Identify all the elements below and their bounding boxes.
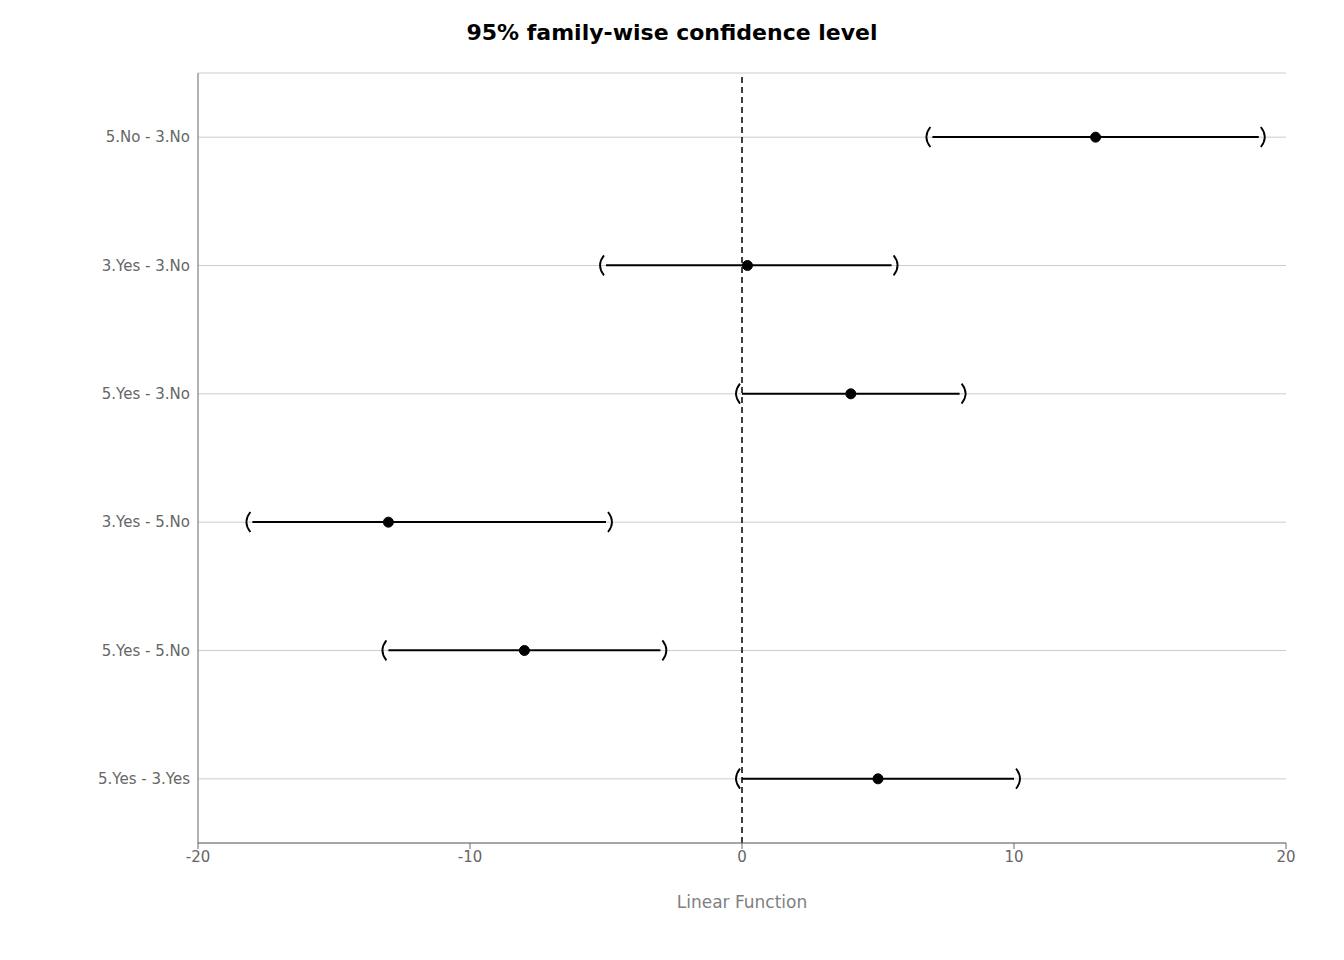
svg-text:5.Yes - 5.No: 5.Yes - 5.No xyxy=(102,642,190,660)
svg-text:20: 20 xyxy=(1276,848,1295,866)
html-text:95% family-wise confidence lev: 95% family-wise confidence level xyxy=(466,20,878,45)
svg-text:10: 10 xyxy=(1004,848,1023,866)
svg-text:3.Yes - 3.No: 3.Yes - 3.No xyxy=(102,257,190,275)
svg-text:5.Yes - 3.No: 5.Yes - 3.No xyxy=(102,385,190,403)
svg-text:0: 0 xyxy=(737,848,747,866)
svg-text:5.No - 3.No: 5.No - 3.No xyxy=(106,128,190,146)
svg-text:3.Yes - 5.No: 3.Yes - 5.No xyxy=(102,513,190,531)
svg-text:-20: -20 xyxy=(186,848,211,866)
svg-text:-10: -10 xyxy=(458,848,483,866)
svg-text:5.Yes - 3.Yes: 5.Yes - 3.Yes xyxy=(98,770,190,788)
svg-text:Linear Function: Linear Function xyxy=(677,892,808,912)
